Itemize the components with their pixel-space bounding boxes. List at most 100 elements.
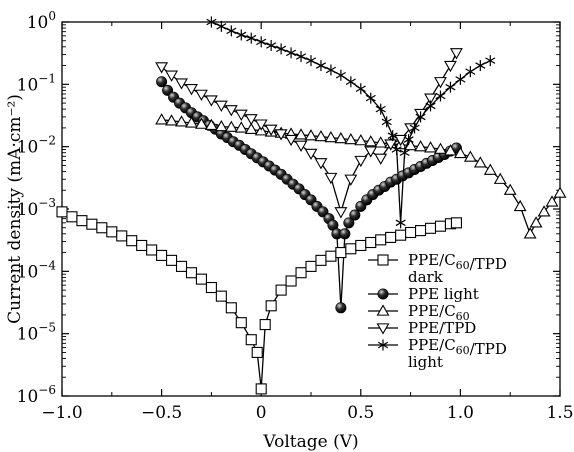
data-point	[255, 383, 267, 395]
data-point	[345, 76, 356, 88]
data-point	[284, 134, 298, 147]
data-point	[275, 284, 287, 296]
axis-ticks: −1.0 −0.5 0 0.5 1.0 1.5 10−6 10−5 10−4 10−3 10−2 10…	[17, 9, 574, 423]
data-point	[185, 116, 198, 128]
data-point	[344, 174, 358, 186]
data-point	[403, 134, 414, 146]
legend-item: PPE/C60	[368, 302, 470, 323]
data-point	[424, 93, 437, 105]
y-tick-label: 10−5	[17, 321, 56, 345]
data-point	[395, 217, 406, 229]
data-point	[294, 128, 308, 140]
data-point	[315, 60, 327, 72]
data-point	[334, 131, 348, 144]
legend-label: light	[408, 353, 443, 371]
y-tick-label: 10−4	[17, 258, 57, 282]
data-point	[165, 114, 179, 126]
data-point	[305, 55, 317, 67]
data-point	[503, 183, 517, 195]
data-point	[404, 138, 418, 151]
data-point	[226, 25, 237, 37]
data-point	[245, 334, 257, 346]
data-point	[485, 55, 496, 67]
data-point	[294, 140, 308, 152]
data-point	[425, 100, 436, 112]
data-point	[445, 81, 456, 93]
data-point	[265, 300, 277, 312]
data-point	[335, 247, 347, 259]
data-point	[354, 155, 368, 168]
data-point	[443, 144, 457, 156]
data-point	[264, 124, 278, 136]
y-tick-label: 10−6	[17, 383, 56, 407]
data-point	[463, 150, 477, 162]
data-point	[259, 319, 271, 331]
data-point	[391, 144, 402, 156]
data-point	[324, 172, 338, 185]
data-point	[545, 195, 559, 207]
data-point	[116, 230, 128, 242]
data-point	[96, 222, 108, 234]
data-point	[434, 220, 447, 232]
series-line	[211, 21, 491, 223]
data-point	[365, 236, 377, 249]
data-point	[325, 250, 337, 262]
data-point	[254, 119, 268, 131]
data-point	[465, 66, 476, 78]
data-point	[415, 111, 426, 123]
data-point	[194, 89, 208, 101]
data-point	[126, 235, 138, 247]
data-point	[185, 84, 198, 96]
data-point	[435, 90, 446, 102]
data-point	[166, 254, 178, 266]
data-point	[344, 132, 358, 145]
legend-label: PPE/TPD	[408, 319, 476, 337]
legend-marker	[376, 304, 390, 316]
x-tick-label: −0.5	[141, 403, 182, 423]
y-axis-title: Current density (mA·cm⁻²)	[5, 94, 25, 324]
y-tick-label: 10−2	[17, 134, 56, 158]
data-point	[175, 78, 188, 90]
data-point	[493, 172, 507, 184]
data-point	[235, 317, 247, 329]
data-point	[395, 229, 407, 241]
data-point	[175, 260, 188, 272]
data-point	[324, 130, 338, 143]
data-point	[529, 216, 543, 228]
data-point	[325, 64, 336, 76]
data-point	[175, 115, 188, 127]
data-point	[216, 20, 227, 32]
data-point	[339, 228, 351, 240]
legend-label: dark	[408, 268, 444, 286]
data-point	[256, 36, 267, 48]
data-point	[156, 249, 168, 261]
data-point	[354, 134, 368, 146]
data-point	[355, 83, 366, 95]
legend-label: PPE light	[408, 285, 479, 303]
data-point	[345, 243, 357, 255]
data-point	[394, 134, 408, 147]
x-tick-label: −1.0	[41, 403, 82, 423]
data-point	[385, 231, 397, 243]
x-tick-label: 1.0	[447, 403, 474, 423]
data-point	[434, 142, 447, 154]
data-point	[355, 239, 367, 252]
data-point	[424, 222, 437, 234]
data-point	[434, 77, 447, 89]
data-point	[343, 217, 355, 229]
data-point	[205, 281, 217, 294]
data-point	[473, 156, 487, 168]
data-point	[76, 215, 88, 227]
data-point	[195, 273, 207, 285]
data-point	[274, 129, 288, 141]
data-point	[334, 207, 348, 219]
y-tick-label: 100	[27, 9, 56, 33]
data-point	[244, 114, 258, 126]
data-point	[266, 39, 277, 51]
data-point	[374, 153, 388, 165]
data-point	[537, 205, 551, 217]
legend-item: PPE light	[368, 285, 479, 303]
